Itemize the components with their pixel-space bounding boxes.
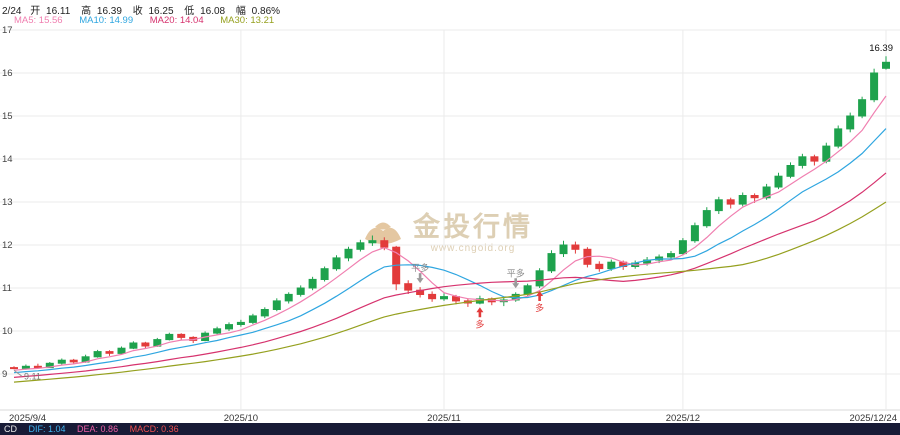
- svg-text:9.11: 9.11: [24, 371, 41, 381]
- svg-text:平多: 平多: [507, 267, 525, 278]
- svg-text:11: 11: [2, 283, 12, 294]
- stock-chart-window: 金投行情 www.cngold.org 91011121314151617202…: [0, 0, 900, 435]
- svg-text:10: 10: [2, 326, 13, 337]
- svg-text:多: 多: [535, 302, 544, 313]
- ma-legend: MA5: 15.56 MA10: 14.99 MA20: 14.04 MA30:…: [14, 15, 288, 26]
- ma5-legend: MA5: 15.56: [14, 15, 63, 26]
- svg-text:17: 17: [2, 25, 13, 36]
- macd-value: MACD: 0.36: [130, 424, 179, 434]
- svg-text:9: 9: [2, 369, 7, 380]
- dif-value: DIF: 1.04: [29, 424, 66, 434]
- macd-panel-label: CD: [4, 424, 17, 434]
- svg-text:13: 13: [2, 197, 13, 208]
- candlestick-chart-canvas[interactable]: 910111213141516172025/9/42025/102025/112…: [0, 0, 900, 435]
- ma10-legend: MA10: 14.99: [79, 15, 133, 26]
- svg-text:16: 16: [2, 68, 13, 79]
- macd-panel-header[interactable]: CD DIF: 1.04 DEA: 0.86 MACD: 0.36: [0, 423, 900, 435]
- svg-text:12: 12: [2, 240, 13, 251]
- svg-text:15: 15: [2, 111, 13, 122]
- dea-value: DEA: 0.86: [77, 424, 118, 434]
- svg-text:14: 14: [2, 154, 13, 165]
- svg-text:16.39: 16.39: [869, 43, 893, 54]
- ma30-legend: MA30: 13.21: [220, 15, 274, 26]
- svg-text:平多: 平多: [411, 262, 429, 273]
- ma20-legend: MA20: 14.04: [150, 15, 204, 26]
- svg-text:多: 多: [475, 318, 484, 329]
